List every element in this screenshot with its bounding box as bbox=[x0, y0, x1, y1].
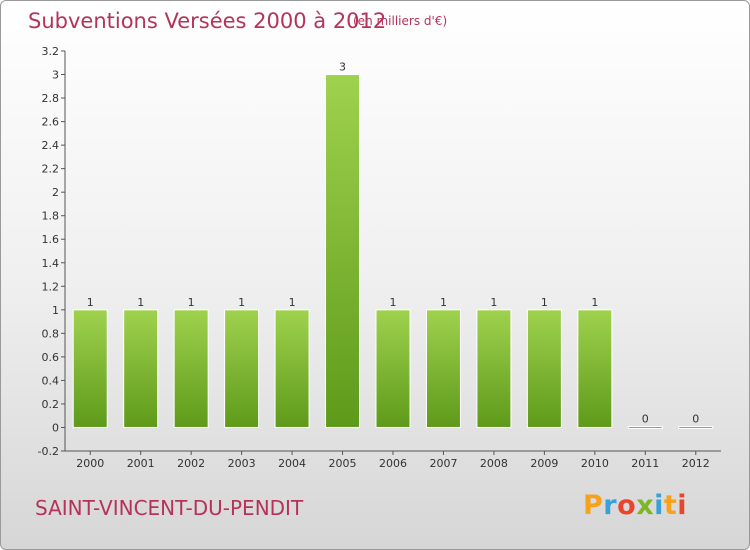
bar-2004 bbox=[274, 309, 310, 428]
logo-letter: o bbox=[617, 490, 637, 521]
y-tick-label: 1.8 bbox=[42, 210, 60, 223]
proxiti-logo: Proxiti bbox=[583, 490, 687, 521]
y-tick-label: 2 bbox=[52, 186, 59, 199]
x-tick-label-2000: 2000 bbox=[76, 457, 104, 470]
y-tick-label: 2.6 bbox=[42, 116, 60, 129]
x-tick-label-2003: 2003 bbox=[228, 457, 256, 470]
data-label-2004: 1 bbox=[289, 296, 296, 309]
x-tick-label-2002: 2002 bbox=[177, 457, 205, 470]
data-label-2011: 0 bbox=[642, 412, 649, 425]
chart-title: Subventions Versées 2000 à 2012 bbox=[28, 9, 387, 33]
y-tick-label: 2.8 bbox=[42, 92, 60, 105]
data-label-2001: 1 bbox=[137, 296, 144, 309]
bar-2010 bbox=[577, 309, 613, 428]
y-tick-label: 3.2 bbox=[42, 45, 60, 58]
data-label-2003: 1 bbox=[238, 296, 245, 309]
y-tick-label: 1.6 bbox=[42, 233, 60, 246]
data-label-2006: 1 bbox=[390, 296, 397, 309]
bar-2011 bbox=[627, 425, 663, 429]
data-label-2005: 3 bbox=[339, 61, 346, 74]
y-tick-label: 0.4 bbox=[42, 374, 60, 387]
y-tick-label: -0.2 bbox=[38, 445, 59, 458]
y-tick-label: 0.6 bbox=[42, 351, 60, 364]
x-tick-label-2004: 2004 bbox=[278, 457, 306, 470]
x-tick-label-2008: 2008 bbox=[480, 457, 508, 470]
y-tick-label: 0.2 bbox=[42, 398, 60, 411]
commune-name: SAINT-VINCENT-DU-PENDIT bbox=[35, 496, 304, 520]
x-tick-label-2012: 2012 bbox=[682, 457, 710, 470]
bar-2012 bbox=[678, 425, 714, 429]
logo-letter: x bbox=[636, 490, 655, 521]
bar-2000 bbox=[72, 309, 108, 428]
x-tick-label-2007: 2007 bbox=[429, 457, 457, 470]
data-label-2012: 0 bbox=[692, 412, 699, 425]
bar-2001 bbox=[123, 309, 159, 428]
logo-letter: P bbox=[583, 490, 604, 521]
y-tick-label: 2.4 bbox=[42, 139, 60, 152]
data-label-2010: 1 bbox=[591, 296, 598, 309]
x-tick-label-2006: 2006 bbox=[379, 457, 407, 470]
x-tick-label-2009: 2009 bbox=[530, 457, 558, 470]
y-tick-label: 0.8 bbox=[42, 327, 60, 340]
bar-2007 bbox=[425, 309, 461, 428]
data-label-2007: 1 bbox=[440, 296, 447, 309]
data-label-2002: 1 bbox=[188, 296, 195, 309]
x-tick-label-2001: 2001 bbox=[127, 457, 155, 470]
data-label-2000: 1 bbox=[87, 296, 94, 309]
bar-2009 bbox=[526, 309, 562, 428]
y-tick-label: 1.2 bbox=[42, 280, 60, 293]
bar-2006 bbox=[375, 309, 411, 428]
y-tick-label: 3 bbox=[52, 69, 59, 82]
y-tick-label: 1.4 bbox=[42, 257, 60, 270]
chart-subtitle: (en milliers d'€) bbox=[353, 14, 448, 28]
x-tick-label-2010: 2010 bbox=[581, 457, 609, 470]
data-label-2009: 1 bbox=[541, 296, 548, 309]
bar-2002 bbox=[173, 309, 209, 428]
logo-letter: t bbox=[663, 490, 678, 521]
x-tick-label-2005: 2005 bbox=[329, 457, 357, 470]
y-tick-label: 0 bbox=[52, 421, 59, 434]
bar-2005 bbox=[325, 74, 361, 428]
logo-letter: i bbox=[654, 490, 664, 521]
x-tick-label-2011: 2011 bbox=[631, 457, 659, 470]
bar-2008 bbox=[476, 309, 512, 428]
bar-2003 bbox=[224, 309, 260, 428]
logo-letter: i bbox=[677, 490, 688, 521]
logo-letter: r bbox=[603, 490, 618, 521]
y-tick-label: 1 bbox=[52, 304, 59, 317]
data-label-2008: 1 bbox=[490, 296, 497, 309]
y-tick-label: 2.2 bbox=[42, 163, 60, 176]
